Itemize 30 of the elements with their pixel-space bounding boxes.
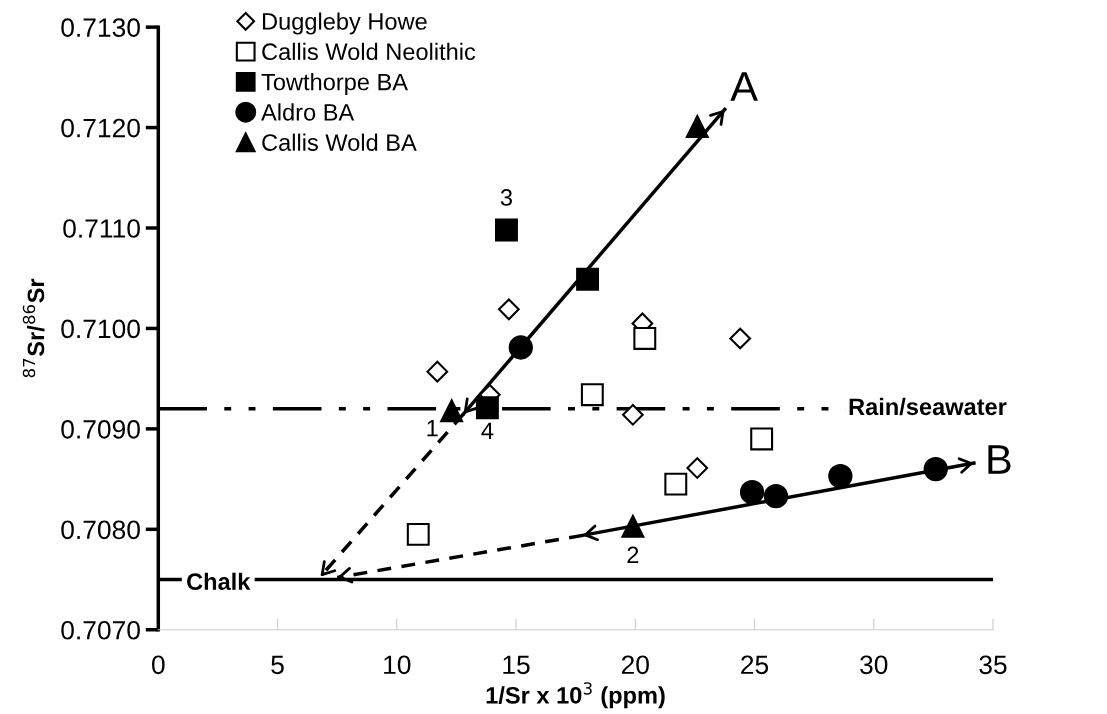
annotation: 4	[481, 422, 494, 439]
legend-label: Duggleby Howe	[262, 12, 427, 35]
x-tick-label: 15	[503, 655, 530, 675]
legend-label: Callis Wold Neolithic	[262, 42, 476, 61]
y-axis-title: $^{87}$Sr/$^{86}$Sr	[22, 278, 45, 378]
annotation: A	[730, 72, 758, 101]
y-tick-label: 0.7130	[61, 18, 140, 37]
x-tick-label: 0	[151, 655, 165, 675]
legend-label: Aldro BA	[261, 103, 355, 121]
y-tick-label: 0.7110	[63, 219, 140, 238]
x-axis-title: 1/Sr x 10$^{3}$ (ppm)	[486, 682, 665, 709]
y-tick-label: 0.7070	[61, 620, 140, 640]
annotation: 1	[427, 420, 438, 437]
x-tick-label: 20	[621, 655, 649, 675]
annotation: B	[988, 445, 1011, 474]
y-tick-label: 0.7080	[61, 520, 140, 540]
x-tick-label: 30	[860, 655, 888, 675]
x-tick-label: 10	[384, 655, 411, 675]
y-tick-label: 0.7090	[61, 420, 140, 439]
ref-line-label: Rain/seawater	[849, 397, 1007, 416]
legend-label: Towthorpe BA	[261, 73, 408, 96]
y-tick-label: 0.7100	[61, 319, 140, 339]
annotation: 2	[627, 546, 639, 563]
ref-line-label: Chalk	[187, 572, 251, 591]
x-tick-label: 35	[979, 655, 1007, 675]
annotation: 3	[500, 189, 513, 206]
x-tick-label: 5	[271, 655, 284, 675]
x-tick-label: 25	[741, 655, 769, 675]
y-tick-label: 0.7120	[61, 118, 140, 138]
legend-label: Callis Wold BA	[262, 133, 417, 151]
